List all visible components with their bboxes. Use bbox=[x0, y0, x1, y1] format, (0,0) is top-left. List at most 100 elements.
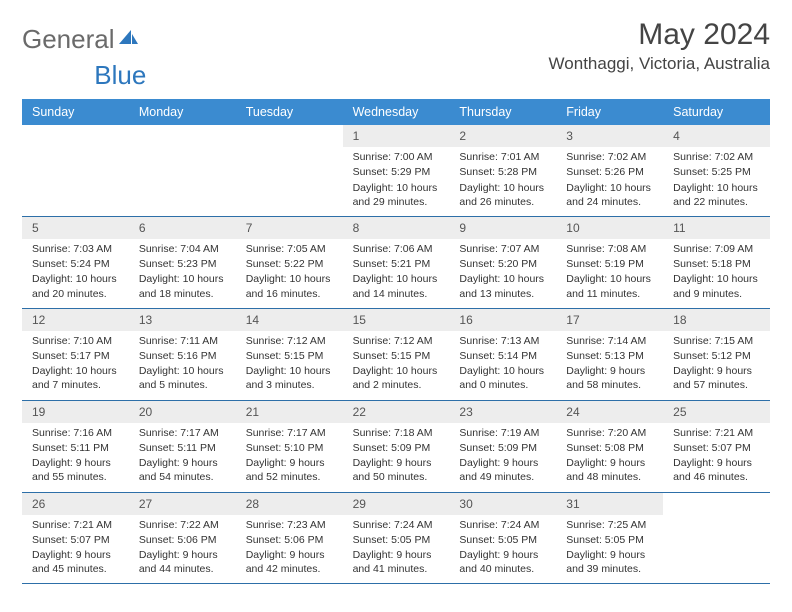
sunset-text: Sunset: 5:08 PM bbox=[566, 441, 653, 455]
sunset-text: Sunset: 5:25 PM bbox=[673, 165, 760, 179]
sunset-text: Sunset: 5:06 PM bbox=[246, 533, 333, 547]
day-info: Sunrise: 7:20 AMSunset: 5:08 PMDaylight:… bbox=[556, 423, 663, 492]
sunrise-text: Sunrise: 7:04 AM bbox=[139, 242, 226, 256]
location-label: Wonthaggi, Victoria, Australia bbox=[549, 54, 770, 74]
daylight-text: Daylight: 9 hours and 54 minutes. bbox=[139, 456, 226, 484]
sunset-text: Sunset: 5:14 PM bbox=[459, 349, 546, 363]
day-info: Sunrise: 7:24 AMSunset: 5:05 PMDaylight:… bbox=[343, 515, 450, 584]
sunrise-text: Sunrise: 7:08 AM bbox=[566, 242, 653, 256]
day-cell: 21Sunrise: 7:17 AMSunset: 5:10 PMDayligh… bbox=[236, 401, 343, 492]
brand-part1: General bbox=[22, 24, 115, 55]
daylight-text: Daylight: 10 hours and 24 minutes. bbox=[566, 181, 653, 209]
daylight-text: Daylight: 10 hours and 3 minutes. bbox=[246, 364, 333, 392]
sunset-text: Sunset: 5:17 PM bbox=[32, 349, 119, 363]
date-number: 19 bbox=[22, 401, 129, 423]
sunrise-text: Sunrise: 7:23 AM bbox=[246, 518, 333, 532]
sunset-text: Sunset: 5:24 PM bbox=[32, 257, 119, 271]
day-info: Sunrise: 7:23 AMSunset: 5:06 PMDaylight:… bbox=[236, 515, 343, 584]
sunset-text: Sunset: 5:10 PM bbox=[246, 441, 333, 455]
sunrise-text: Sunrise: 7:09 AM bbox=[673, 242, 760, 256]
day-info: Sunrise: 7:16 AMSunset: 5:11 PMDaylight:… bbox=[22, 423, 129, 492]
daylight-text: Daylight: 9 hours and 44 minutes. bbox=[139, 548, 226, 576]
daylight-text: Daylight: 9 hours and 52 minutes. bbox=[246, 456, 333, 484]
daylight-text: Daylight: 10 hours and 5 minutes. bbox=[139, 364, 226, 392]
day-cell: . bbox=[663, 493, 770, 584]
day-cell: 13Sunrise: 7:11 AMSunset: 5:16 PMDayligh… bbox=[129, 309, 236, 400]
daylight-text: Daylight: 10 hours and 0 minutes. bbox=[459, 364, 546, 392]
sunrise-text: Sunrise: 7:17 AM bbox=[246, 426, 333, 440]
day-info: Sunrise: 7:19 AMSunset: 5:09 PMDaylight:… bbox=[449, 423, 556, 492]
day-info: Sunrise: 7:04 AMSunset: 5:23 PMDaylight:… bbox=[129, 239, 236, 308]
sunrise-text: Sunrise: 7:19 AM bbox=[459, 426, 546, 440]
date-number: 18 bbox=[663, 309, 770, 331]
day-cell: 19Sunrise: 7:16 AMSunset: 5:11 PMDayligh… bbox=[22, 401, 129, 492]
sunrise-text: Sunrise: 7:11 AM bbox=[139, 334, 226, 348]
day-info: Sunrise: 7:05 AMSunset: 5:22 PMDaylight:… bbox=[236, 239, 343, 308]
daylight-text: Daylight: 10 hours and 7 minutes. bbox=[32, 364, 119, 392]
sunrise-text: Sunrise: 7:22 AM bbox=[139, 518, 226, 532]
daylight-text: Daylight: 9 hours and 41 minutes. bbox=[353, 548, 440, 576]
day-cell: 11Sunrise: 7:09 AMSunset: 5:18 PMDayligh… bbox=[663, 217, 770, 308]
sunset-text: Sunset: 5:15 PM bbox=[246, 349, 333, 363]
sunset-text: Sunset: 5:16 PM bbox=[139, 349, 226, 363]
sunset-text: Sunset: 5:07 PM bbox=[673, 441, 760, 455]
day-info: Sunrise: 7:13 AMSunset: 5:14 PMDaylight:… bbox=[449, 331, 556, 400]
sunset-text: Sunset: 5:21 PM bbox=[353, 257, 440, 271]
daylight-text: Daylight: 9 hours and 40 minutes. bbox=[459, 548, 546, 576]
date-number: 24 bbox=[556, 401, 663, 423]
date-number: 28 bbox=[236, 493, 343, 515]
day-cell: 26Sunrise: 7:21 AMSunset: 5:07 PMDayligh… bbox=[22, 493, 129, 584]
day-header-cell: Tuesday bbox=[236, 99, 343, 125]
daylight-text: Daylight: 10 hours and 16 minutes. bbox=[246, 272, 333, 300]
daylight-text: Daylight: 10 hours and 22 minutes. bbox=[673, 181, 760, 209]
day-info: Sunrise: 7:02 AMSunset: 5:25 PMDaylight:… bbox=[663, 147, 770, 216]
sunrise-text: Sunrise: 7:14 AM bbox=[566, 334, 653, 348]
sunset-text: Sunset: 5:29 PM bbox=[353, 165, 440, 179]
date-number: 3 bbox=[556, 125, 663, 147]
daylight-text: Daylight: 10 hours and 18 minutes. bbox=[139, 272, 226, 300]
sunset-text: Sunset: 5:23 PM bbox=[139, 257, 226, 271]
day-cell: 10Sunrise: 7:08 AMSunset: 5:19 PMDayligh… bbox=[556, 217, 663, 308]
day-cell: 29Sunrise: 7:24 AMSunset: 5:05 PMDayligh… bbox=[343, 493, 450, 584]
daylight-text: Daylight: 9 hours and 48 minutes. bbox=[566, 456, 653, 484]
day-info: Sunrise: 7:09 AMSunset: 5:18 PMDaylight:… bbox=[663, 239, 770, 308]
day-info: Sunrise: 7:15 AMSunset: 5:12 PMDaylight:… bbox=[663, 331, 770, 400]
date-number: 13 bbox=[129, 309, 236, 331]
daylight-text: Daylight: 9 hours and 50 minutes. bbox=[353, 456, 440, 484]
date-number: 26 bbox=[22, 493, 129, 515]
day-cell: 16Sunrise: 7:13 AMSunset: 5:14 PMDayligh… bbox=[449, 309, 556, 400]
sunrise-text: Sunrise: 7:17 AM bbox=[139, 426, 226, 440]
sunrise-text: Sunrise: 7:21 AM bbox=[673, 426, 760, 440]
day-info: Sunrise: 7:08 AMSunset: 5:19 PMDaylight:… bbox=[556, 239, 663, 308]
sunset-text: Sunset: 5:05 PM bbox=[459, 533, 546, 547]
day-cell: 20Sunrise: 7:17 AMSunset: 5:11 PMDayligh… bbox=[129, 401, 236, 492]
day-cell: 14Sunrise: 7:12 AMSunset: 5:15 PMDayligh… bbox=[236, 309, 343, 400]
daylight-text: Daylight: 10 hours and 20 minutes. bbox=[32, 272, 119, 300]
day-info: Sunrise: 7:11 AMSunset: 5:16 PMDaylight:… bbox=[129, 331, 236, 400]
day-cell: 30Sunrise: 7:24 AMSunset: 5:05 PMDayligh… bbox=[449, 493, 556, 584]
sunset-text: Sunset: 5:19 PM bbox=[566, 257, 653, 271]
date-number: 9 bbox=[449, 217, 556, 239]
sunrise-text: Sunrise: 7:03 AM bbox=[32, 242, 119, 256]
month-title: May 2024 bbox=[549, 18, 770, 52]
day-info: Sunrise: 7:17 AMSunset: 5:11 PMDaylight:… bbox=[129, 423, 236, 492]
sunset-text: Sunset: 5:09 PM bbox=[353, 441, 440, 455]
daylight-text: Daylight: 9 hours and 58 minutes. bbox=[566, 364, 653, 392]
day-info: Sunrise: 7:14 AMSunset: 5:13 PMDaylight:… bbox=[556, 331, 663, 400]
date-number: 10 bbox=[556, 217, 663, 239]
sunset-text: Sunset: 5:05 PM bbox=[566, 533, 653, 547]
day-cell: 24Sunrise: 7:20 AMSunset: 5:08 PMDayligh… bbox=[556, 401, 663, 492]
sunrise-text: Sunrise: 7:18 AM bbox=[353, 426, 440, 440]
day-cell: . bbox=[22, 125, 129, 216]
sunset-text: Sunset: 5:20 PM bbox=[459, 257, 546, 271]
day-cell: 18Sunrise: 7:15 AMSunset: 5:12 PMDayligh… bbox=[663, 309, 770, 400]
day-cell: 22Sunrise: 7:18 AMSunset: 5:09 PMDayligh… bbox=[343, 401, 450, 492]
daylight-text: Daylight: 10 hours and 14 minutes. bbox=[353, 272, 440, 300]
day-cell: 2Sunrise: 7:01 AMSunset: 5:28 PMDaylight… bbox=[449, 125, 556, 216]
sunrise-text: Sunrise: 7:07 AM bbox=[459, 242, 546, 256]
sunset-text: Sunset: 5:06 PM bbox=[139, 533, 226, 547]
sunrise-text: Sunrise: 7:10 AM bbox=[32, 334, 119, 348]
sunrise-text: Sunrise: 7:00 AM bbox=[353, 150, 440, 164]
sunset-text: Sunset: 5:12 PM bbox=[673, 349, 760, 363]
day-cell: 4Sunrise: 7:02 AMSunset: 5:25 PMDaylight… bbox=[663, 125, 770, 216]
